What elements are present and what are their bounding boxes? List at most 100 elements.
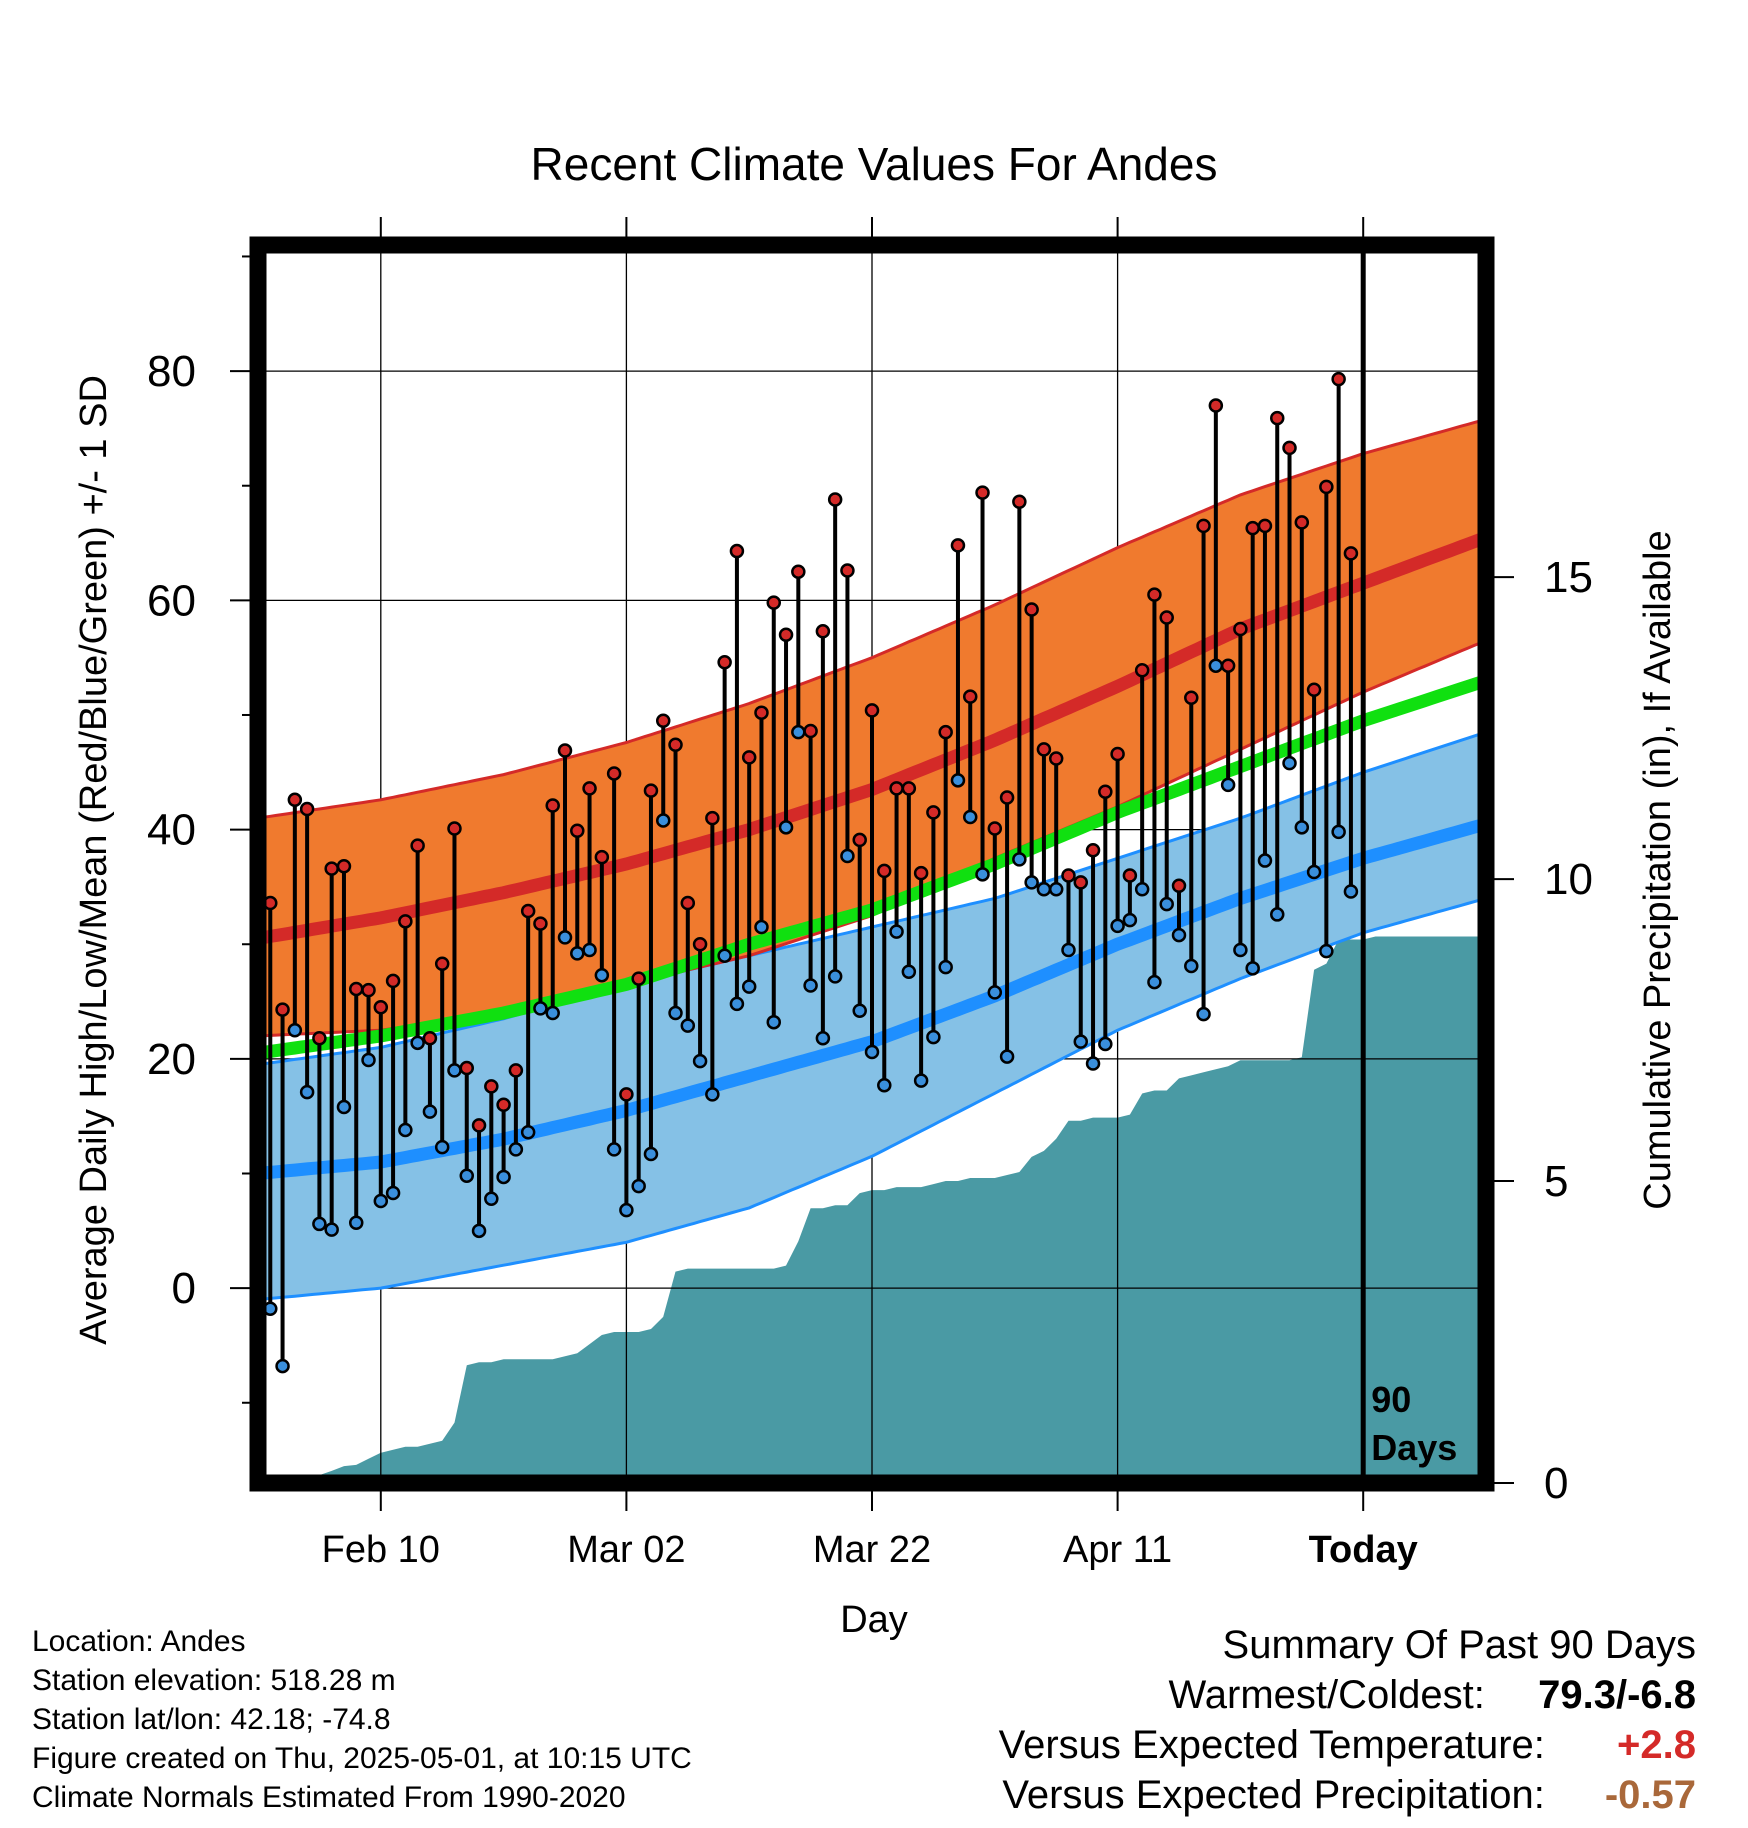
- low-point: [398, 1122, 413, 1138]
- low-point: [1269, 907, 1285, 922]
- high-point: [815, 624, 831, 639]
- low-point: [582, 942, 597, 958]
- low-point: [361, 1052, 376, 1068]
- high-point: [1110, 746, 1125, 762]
- low-point: [913, 1073, 929, 1088]
- low-point: [348, 1215, 364, 1231]
- high-point: [668, 737, 683, 753]
- high-point: [520, 903, 536, 919]
- temp-label: Versus Expected Temperature:: [998, 1723, 1545, 1767]
- low-point: [606, 1142, 622, 1157]
- low-point: [926, 1029, 941, 1045]
- y-tick-label-left: 80: [147, 347, 196, 396]
- daily-bars: [258, 245, 1366, 1483]
- low-point: [1147, 974, 1162, 990]
- low-point: [729, 996, 745, 1012]
- high-point: [1171, 878, 1187, 894]
- low-point: [1159, 896, 1174, 912]
- high-point: [791, 564, 806, 579]
- low-point: [1036, 881, 1052, 897]
- low-point: [1134, 881, 1150, 897]
- high-point: [1233, 621, 1248, 637]
- low-point: [1098, 1036, 1113, 1052]
- y-axis-right-label: Cumulative Precipitation (in), If Availa…: [1637, 530, 1679, 1209]
- low-point: [803, 978, 818, 993]
- low-point: [410, 1035, 425, 1051]
- temp-value: +2.8: [1617, 1723, 1696, 1767]
- high-point: [484, 1079, 499, 1094]
- high-point: [348, 981, 364, 997]
- y-tick-label-left: 40: [147, 806, 196, 855]
- low-point: [1196, 1006, 1211, 1022]
- low-point: [336, 1099, 352, 1115]
- low-point: [852, 1003, 867, 1018]
- summary-title: Summary Of Past 90 Days: [1222, 1623, 1696, 1667]
- location-text: Location: Andes: [32, 1625, 246, 1658]
- low-point: [1257, 853, 1273, 868]
- low-point: [1122, 912, 1138, 928]
- today-days-label-unit: Days: [1371, 1427, 1457, 1468]
- high-point: [361, 982, 376, 998]
- high-point: [1147, 587, 1162, 602]
- low-point: [717, 948, 732, 963]
- low-point: [570, 946, 585, 961]
- low-point: [815, 1030, 831, 1046]
- precip-label: Versus Expected Precipitation:: [1002, 1773, 1545, 1817]
- low-sd-band-lower-edge: [258, 896, 1486, 1302]
- high-point: [471, 1118, 487, 1133]
- high-point: [619, 1087, 634, 1102]
- low-point: [791, 724, 806, 740]
- high-point: [803, 723, 818, 739]
- high-point: [950, 538, 966, 553]
- low-point: [754, 919, 769, 935]
- low-point: [1233, 942, 1248, 958]
- high-point: [312, 1030, 327, 1046]
- warm-cold-row: Warmest/Coldest: 79.3/-6.8: [999, 1670, 1697, 1720]
- high-point: [1282, 440, 1297, 456]
- low-point: [705, 1087, 720, 1102]
- high-point: [398, 914, 413, 929]
- high-point: [434, 956, 450, 971]
- high-point: [459, 1060, 475, 1076]
- high-point: [827, 492, 843, 507]
- high-point: [864, 703, 880, 718]
- axis-ticks: [230, 217, 1514, 1511]
- low-point: [312, 1216, 327, 1232]
- x-tick-label: Feb 10: [322, 1529, 440, 1571]
- high-point: [1331, 371, 1346, 387]
- low-point: [1171, 927, 1187, 943]
- created-text: Figure created on Thu, 2025-05-01, at 10…: [32, 1742, 692, 1775]
- x-tick-label: Mar 02: [567, 1529, 685, 1571]
- low-point: [324, 1222, 339, 1237]
- y-tick-label-right: 0: [1544, 1459, 1568, 1508]
- high-point: [889, 781, 904, 796]
- high-point: [1159, 610, 1174, 625]
- low-point: [643, 1146, 659, 1162]
- high-point: [655, 713, 671, 728]
- high-point: [1085, 842, 1101, 858]
- low-point: [680, 1018, 696, 1033]
- low-point: [1306, 864, 1322, 880]
- high-point: [913, 865, 929, 881]
- low-point: [1294, 820, 1310, 835]
- high-point: [901, 781, 917, 796]
- low-point: [447, 1063, 462, 1078]
- low-point: [619, 1202, 634, 1218]
- high-point: [1220, 658, 1236, 673]
- y-tick-label-left: 20: [147, 1035, 196, 1084]
- low-point: [287, 1022, 303, 1038]
- high-point: [1319, 479, 1334, 495]
- low-point: [1208, 658, 1224, 673]
- low-point: [1073, 1034, 1089, 1049]
- low-point: [1012, 852, 1027, 867]
- low-point: [385, 1185, 401, 1201]
- x-tick-label: Apr 11: [1063, 1529, 1172, 1571]
- high-point: [1024, 602, 1039, 617]
- high-point: [987, 821, 1003, 836]
- low-point: [557, 930, 573, 945]
- high-point: [766, 595, 782, 610]
- high-point: [852, 832, 867, 848]
- high-point: [1294, 515, 1310, 530]
- high-point: [508, 1063, 524, 1078]
